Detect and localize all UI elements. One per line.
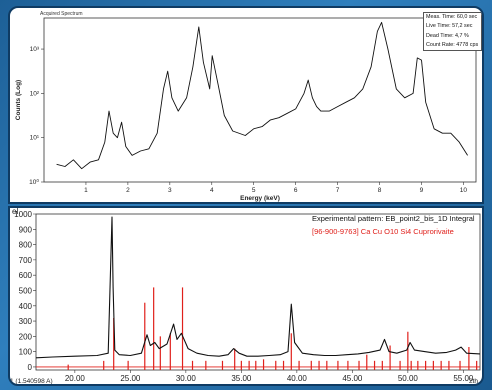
y-tick-label: 200 <box>19 332 33 341</box>
y-tick-label: 10² <box>30 90 40 97</box>
legend-reference: [96-900-9763] Ca Cu O10 Si4 Cuprorivaite <box>312 227 454 236</box>
x-tick-label: 4 <box>210 187 214 194</box>
wavelength-label: 1 (1.540598 A) <box>10 378 53 384</box>
count-rate-text: Count Rate: 4778 cps <box>426 41 479 48</box>
x-tick-label: 55.00 <box>453 374 474 383</box>
y-tick-label: 500 <box>19 286 33 295</box>
x-tick-label: 45.00 <box>342 374 363 383</box>
spectrum-line <box>56 21 468 170</box>
experimental-pattern-line <box>35 216 481 359</box>
plot-frame <box>43 17 477 183</box>
y-tick-label: 10¹ <box>30 135 40 142</box>
y-tick-label: 700 <box>19 256 33 265</box>
x-axis-label: 2th <box>469 378 478 384</box>
x-tick-label: 8 <box>378 187 382 194</box>
x-tick-label: 10 <box>460 187 468 194</box>
plot-frame <box>35 213 481 371</box>
eds-spectrum-panel: Acquired Spectrum 10³ 10² 10¹ 10⁰ 1 2 3 4 5 6 7 8 9 1… <box>8 6 484 204</box>
x-axis-label: Energy (keV) <box>240 195 280 202</box>
dead-time-text: Dead Time: 4,7 % <box>426 32 469 39</box>
spectrum-tab-label[interactable]: Acquired Spectrum <box>40 11 83 17</box>
y-axis-label: Counts (Log) <box>15 80 22 120</box>
y-tick-label: 0 <box>28 363 33 372</box>
y-tick-label: 100 <box>19 348 33 357</box>
x-tick-label: 3 <box>168 187 172 194</box>
x-tick-label: 35.00 <box>231 374 252 383</box>
y-tick-label: 1000 <box>14 210 32 219</box>
x-tick-label: 6 <box>294 187 298 194</box>
meas-time-text: Meas. Time: 60,0 sec <box>426 14 478 20</box>
xrd-pattern-chart: el.1000900800700600500400300200100020.00… <box>10 208 481 384</box>
x-tick-label: 25.00 <box>120 374 141 383</box>
y-tick-label: 400 <box>19 302 33 311</box>
x-tick-label: 30.00 <box>176 374 197 383</box>
y-tick-label: 600 <box>19 271 33 280</box>
y-tick-label: 10⁰ <box>29 178 39 186</box>
x-tick-label: 20.00 <box>65 374 86 383</box>
measurement-info-box: Meas. Time: 60,0 sec Live Time: 57,2 sec… <box>423 12 482 51</box>
x-tick-label: 5 <box>252 187 256 194</box>
x-tick-label: 9 <box>420 187 424 194</box>
y-tick-label: 10³ <box>30 46 40 53</box>
live-time-text: Live Time: 57,2 sec <box>426 23 473 30</box>
x-tick-label: 7 <box>336 187 340 194</box>
y-tick-label: 800 <box>19 241 33 250</box>
y-tick-label: 900 <box>19 225 33 234</box>
x-tick-label: 50.00 <box>398 374 419 383</box>
legend-experimental: Experimental pattern: EB_point2_bis_1D I… <box>312 214 475 223</box>
y-axis-prefix: el. <box>12 208 20 216</box>
x-tick-label: 1 <box>84 187 88 194</box>
x-tick-label: 40.00 <box>287 374 308 383</box>
x-tick-label: 2 <box>126 187 130 194</box>
eds-spectrum-chart: 10³ 10² 10¹ 10⁰ 1 2 3 4 5 6 7 8 9 10 Energy (keV) Count… <box>15 17 477 202</box>
y-tick-label: 300 <box>19 317 33 326</box>
xrd-pattern-panel: el. 1000 900 800 700 600 500 400 300 200 100 0 20.00… <box>8 206 484 386</box>
